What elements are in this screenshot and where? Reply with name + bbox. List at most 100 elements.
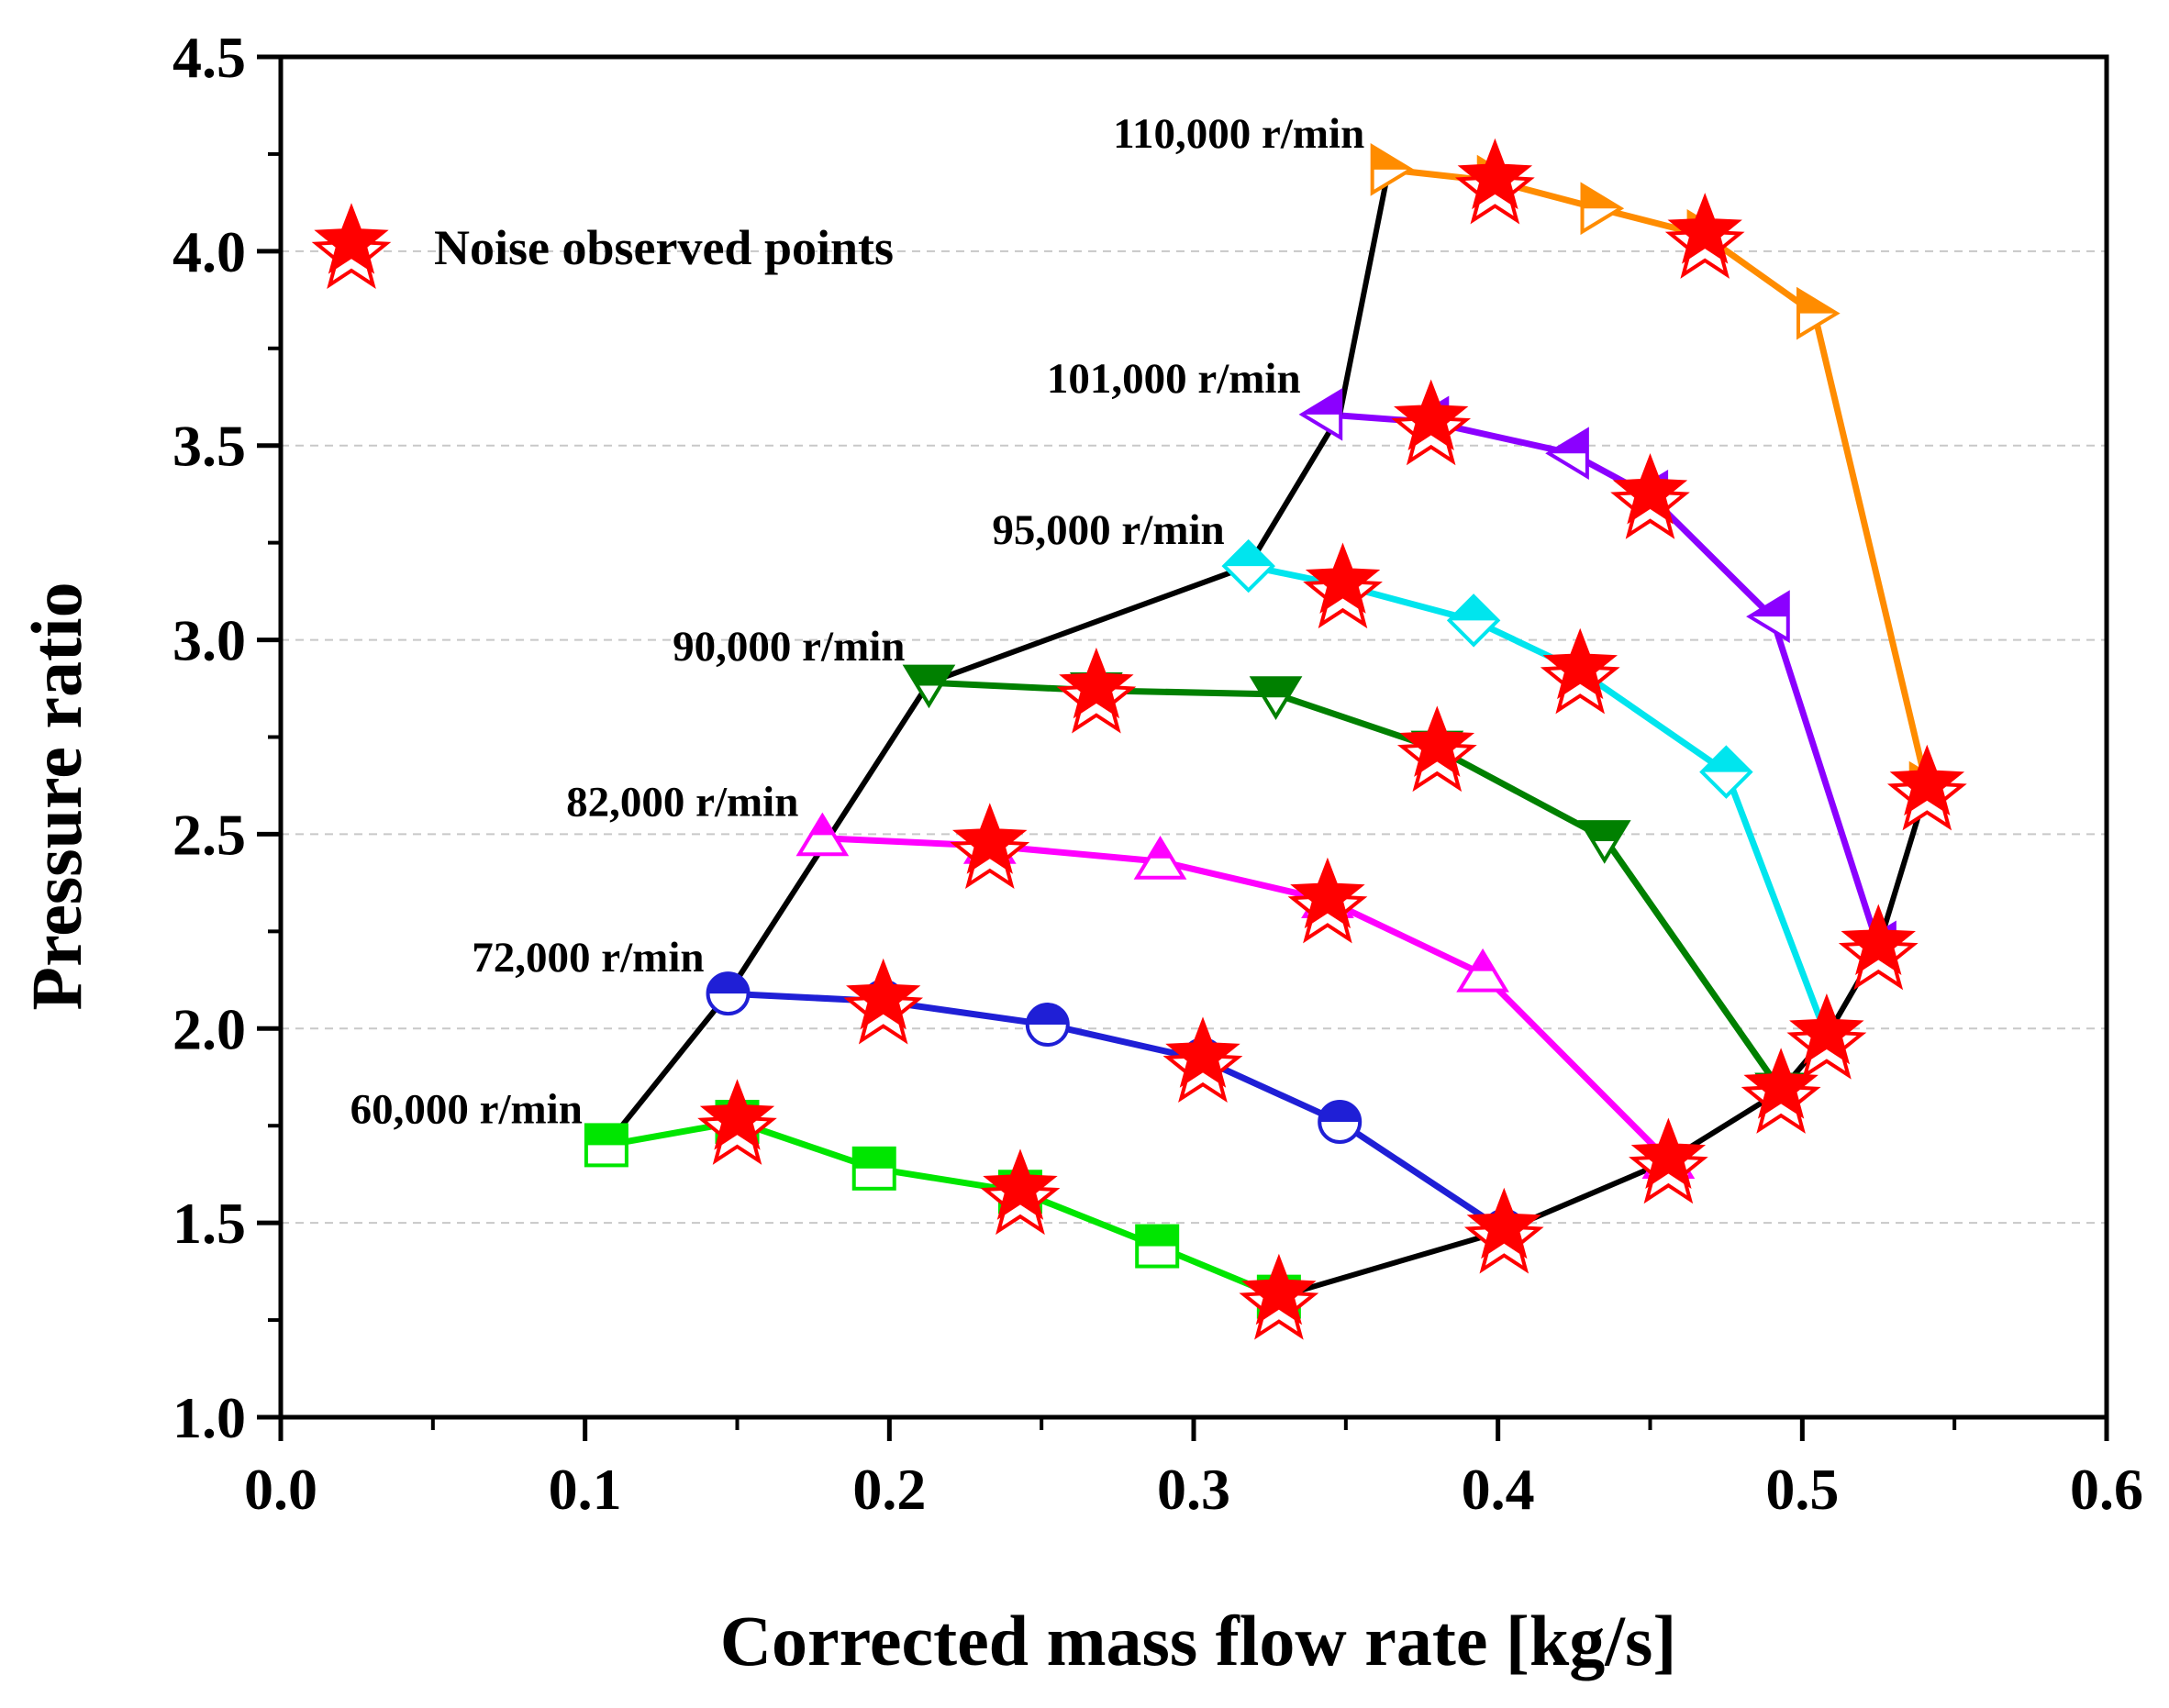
gridlines (281, 250, 2107, 1225)
series-4-point-2 (1446, 593, 1501, 648)
legend-label: Noise observed points (434, 220, 894, 275)
noise-point-17-fill (1841, 904, 1916, 975)
y-axis-title: Pressure ratio (17, 582, 96, 1010)
noise-point-15-fill (1394, 379, 1469, 450)
series-line-2 (822, 835, 1671, 1163)
noise-point-9-fill (1059, 647, 1134, 719)
noise-point-3 (843, 958, 924, 1045)
noise-point-1 (980, 1148, 1061, 1236)
series-3-point-4 (1577, 820, 1631, 864)
series-4-point-0-fill (1224, 541, 1274, 567)
y-tick-label-2: 2.0 (172, 996, 246, 1061)
series-2-point-0 (795, 812, 850, 857)
noise-point-4-fill (1165, 1016, 1240, 1088)
series-5-point-0 (1298, 387, 1343, 441)
speed-label-5: 101,000 r/min (1047, 355, 1301, 403)
x-tick-label-2: 0.2 (852, 1457, 926, 1522)
series-2-point-4-fill (1470, 951, 1496, 971)
series-5-point-4 (1746, 590, 1790, 643)
legend: Noise observed points (311, 203, 894, 289)
noise-point-5 (1463, 1187, 1544, 1274)
noise-point-19-fill (1667, 193, 1742, 264)
series-6-point-2-fill (1582, 184, 1621, 209)
x-tick-label-5: 0.5 (1765, 1457, 1839, 1522)
noise-point-19 (1664, 193, 1745, 279)
y-tick-label-3: 2.5 (172, 802, 246, 867)
series-2-point-2-fill (1148, 838, 1173, 859)
series-0-point-4 (1135, 1224, 1180, 1269)
y-tick-label-6: 4.0 (172, 219, 246, 284)
noise-point-17 (1838, 904, 1919, 991)
series-6-point-0 (1370, 143, 1415, 196)
y-tick-label-5: 3.5 (172, 414, 246, 479)
noise-point-10-fill (1399, 705, 1475, 777)
noise-point-20 (1886, 744, 1967, 831)
noise-point-8 (1629, 1117, 1708, 1204)
legend-star-icon (311, 203, 392, 289)
legend-star-icon-fill (314, 203, 389, 274)
series-1-point-4-fill (1319, 1101, 1361, 1122)
speed-label-4: 95,000 r/min (992, 506, 1224, 554)
series-3-point-2-fill (1252, 678, 1299, 698)
x-tick-label-4: 0.4 (1462, 1457, 1535, 1522)
noise-point-15 (1391, 379, 1472, 466)
noise-point-16-fill (1612, 452, 1688, 525)
noise-point-18-fill (1457, 138, 1533, 210)
y-tick-label-7: 4.5 (172, 25, 246, 90)
noise-point-18 (1454, 138, 1535, 225)
speed-label-1: 72,000 r/min (472, 934, 704, 982)
series-3-point-2 (1249, 676, 1303, 720)
y-tick-label-4: 3.0 (172, 608, 246, 673)
noise-point-16 (1610, 452, 1690, 539)
x-tick-label-3: 0.3 (1157, 1457, 1230, 1522)
noise-point-2-fill (1241, 1253, 1317, 1325)
speed-label-2: 82,000 r/min (566, 779, 798, 826)
noise-point-7-fill (1290, 857, 1365, 929)
y-tick-label-0: 1.0 (172, 1385, 246, 1450)
x-tick-label-1: 0.1 (549, 1457, 622, 1522)
series-4-point-0 (1221, 538, 1275, 593)
series-1-point-2 (1025, 1003, 1070, 1048)
series-1-point-2-fill (1027, 1004, 1068, 1026)
series-6-point-4 (1796, 286, 1841, 340)
noise-point-0-fill (699, 1079, 775, 1150)
x-axis-title: Corrected mass flow rate [kg/s] (720, 1601, 1677, 1680)
series-0-point-2-fill (853, 1148, 895, 1169)
noise-point-1-fill (983, 1148, 1058, 1220)
series-5-point-2-fill (1549, 429, 1587, 454)
series-4-point-4 (1699, 745, 1753, 799)
noise-points (697, 138, 1967, 1340)
series-0-point-2 (851, 1146, 896, 1191)
series-6-point-0-fill (1372, 146, 1411, 170)
noise-point-14-fill (1789, 993, 1864, 1065)
noise-point-20-fill (1889, 744, 1965, 816)
series-2-point-0-fill (810, 815, 835, 836)
series-1-point-4 (1318, 1099, 1363, 1144)
series-1-point-0-fill (707, 973, 749, 994)
noise-point-2 (1239, 1253, 1319, 1340)
series-3-point-4-fill (1581, 822, 1629, 841)
noise-point-13-fill (1542, 627, 1618, 700)
series-1-point-0 (706, 971, 751, 1016)
series-6-point-4-fill (1798, 290, 1837, 314)
noise-point-6 (950, 803, 1030, 890)
noise-point-12 (1303, 542, 1383, 629)
noise-point-8-fill (1630, 1117, 1707, 1189)
data-lines (604, 166, 1930, 1300)
series-2-point-2 (1133, 836, 1187, 880)
noise-point-9 (1056, 647, 1137, 734)
series-0-point-0-fill (585, 1125, 627, 1146)
series-6-point-2 (1580, 182, 1625, 236)
x-tick-label-0: 0.0 (244, 1457, 317, 1522)
series-3-point-0 (902, 664, 956, 709)
noise-point-12-fill (1305, 542, 1381, 614)
noise-point-14 (1786, 993, 1867, 1080)
speed-label-3: 90,000 r/min (673, 623, 905, 671)
series-3-point-0-fill (906, 666, 952, 686)
noise-point-6-fill (952, 803, 1028, 874)
axes: 0.0 0.1 0.2 0.3 0.4 0.5 0.6 1.0 1.5 2.0 2.5 3.0 3.5 4… (172, 25, 2143, 1522)
x-tick-label-6: 0.6 (2070, 1457, 2143, 1522)
speed-labels: 60,000 r/min 72,000 r/min 82,000 r/min 90,0… (350, 110, 1365, 1134)
surge-line (604, 169, 1392, 1148)
